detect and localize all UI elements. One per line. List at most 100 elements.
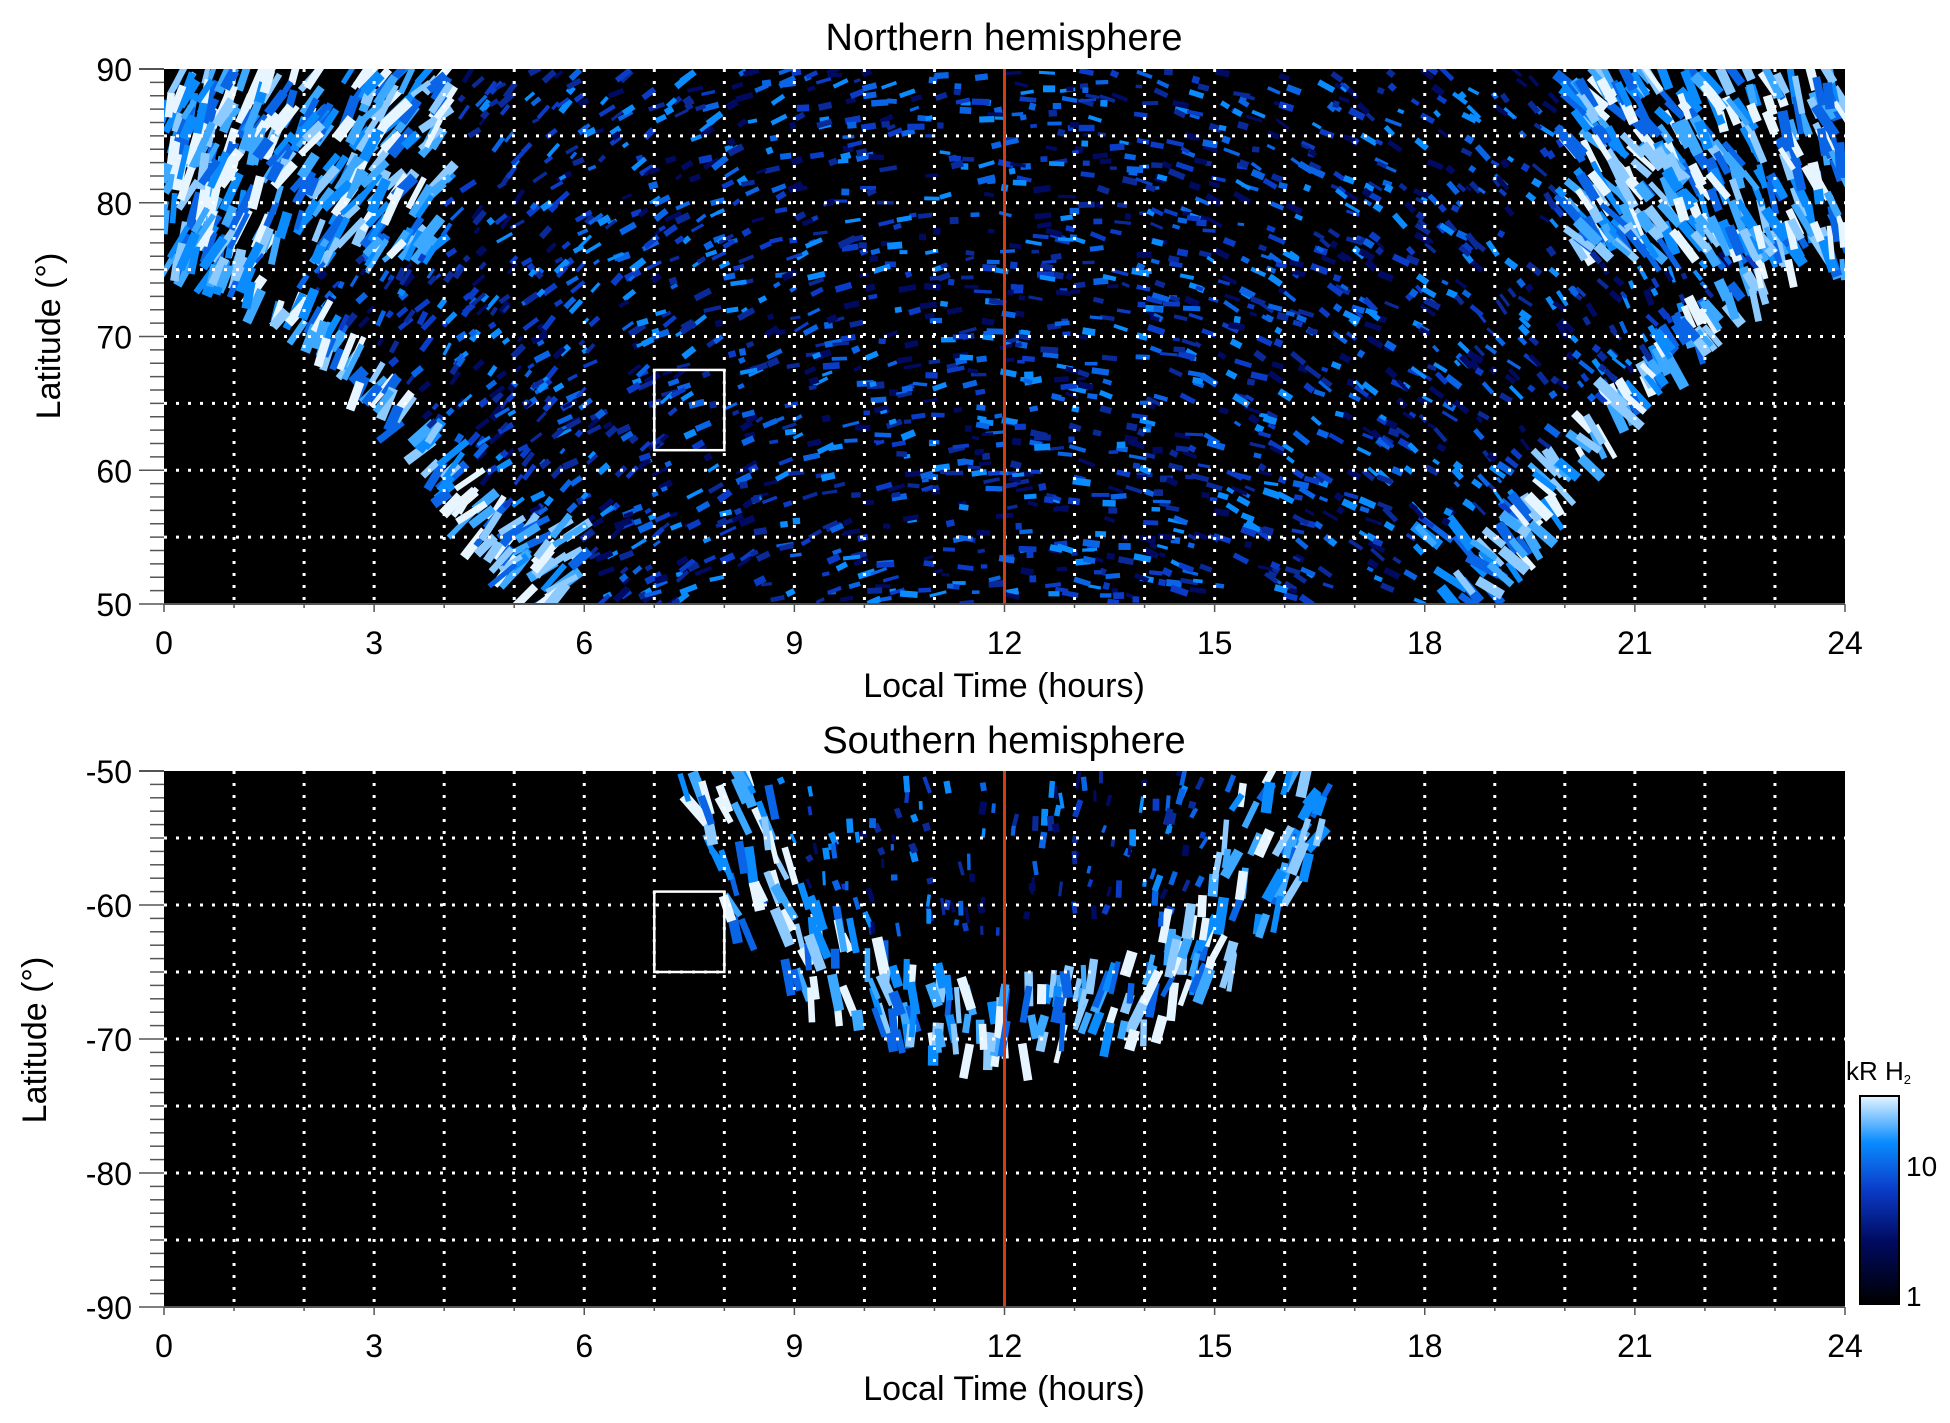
emission-cell: [1258, 244, 1268, 252]
emission-cell: [964, 906, 971, 924]
emission-cell: [1555, 290, 1569, 307]
emission-cell: [1519, 438, 1531, 451]
emission-cell: [815, 77, 832, 85]
emission-cell: [1507, 287, 1517, 299]
emission-cell: [1580, 372, 1590, 383]
emission-cell: [553, 258, 570, 275]
emission-cell: [1528, 74, 1540, 87]
emission-cell: [1663, 270, 1674, 282]
emission-cell: [994, 413, 1003, 419]
emission-cell: [1133, 553, 1152, 563]
emission-cell: [1020, 329, 1031, 336]
emission-cell: [1383, 339, 1397, 352]
emission-cell: [376, 386, 398, 422]
emission-cell: [796, 104, 810, 112]
emission-cell: [694, 420, 712, 432]
emission-cell: [882, 574, 900, 583]
emission-cell: [792, 414, 803, 423]
emission-cell: [873, 404, 890, 414]
emission-cell: [1341, 410, 1353, 422]
emission-cell: [543, 155, 554, 164]
emission-cell: [1387, 427, 1401, 438]
emission-cell: [842, 145, 854, 152]
emission-cell: [1226, 469, 1244, 481]
emission-cell: [497, 92, 515, 109]
emission-cell: [749, 549, 759, 557]
emission-cell: [454, 432, 465, 444]
emission-cell: [953, 986, 962, 1024]
emission-cell: [851, 1009, 865, 1032]
emission-cell: [1278, 73, 1291, 82]
emission-cell: [1304, 364, 1322, 380]
emission-cell: [1165, 795, 1171, 812]
emission-cell: [745, 186, 760, 197]
emission-cell: [697, 794, 715, 826]
emission-cell: [908, 842, 919, 854]
emission-cell: [808, 528, 823, 540]
emission-cell: [1113, 323, 1129, 332]
emission-cell: [1179, 771, 1187, 786]
emission-cell: [408, 183, 435, 219]
emission-cell: [1270, 895, 1284, 934]
emission-cell: [1145, 981, 1160, 1019]
emission-cell: [1619, 131, 1647, 159]
emission-cell: [609, 524, 625, 541]
emission-cell: [738, 917, 758, 952]
emission-cell: [1495, 476, 1503, 484]
emission-cell: [1359, 505, 1370, 514]
emission-cell: [383, 404, 404, 433]
emission-cell: [918, 587, 932, 593]
emission-cell: [674, 235, 685, 245]
emission-cell: [1197, 83, 1210, 92]
emission-cell: [1109, 143, 1125, 152]
emission-cell: [1030, 469, 1042, 474]
emission-cell: [1237, 95, 1247, 105]
emission-cell: [1139, 969, 1163, 1006]
emission-cell: [1619, 290, 1628, 299]
emission-cell: [562, 398, 578, 409]
emission-cell: [745, 340, 755, 349]
emission-cell: [826, 973, 845, 1012]
emission-cell: [1579, 93, 1599, 119]
emission-cell: [1527, 519, 1559, 549]
emission-cell: [1576, 171, 1600, 203]
emission-cell: [1545, 149, 1556, 160]
emission-cell: [705, 110, 724, 127]
emission-cell: [1072, 477, 1091, 487]
emission-cell: [1275, 261, 1287, 269]
emission-cell: [860, 185, 877, 190]
emission-cell: [544, 394, 552, 404]
emission-cell: [1380, 582, 1395, 593]
emission-cell: [1690, 230, 1713, 254]
emission-cell: [533, 350, 552, 364]
emission-cell: [870, 566, 888, 576]
emission-cell: [1713, 277, 1733, 302]
emission-cell: [1276, 491, 1295, 505]
emission-cell: [376, 419, 405, 444]
emission-cell: [792, 432, 804, 440]
emission-cell: [633, 518, 642, 526]
emission-cell: [1523, 491, 1554, 522]
emission-cell: [1383, 520, 1396, 532]
emission-cell: [348, 365, 369, 387]
emission-cell: [1149, 867, 1157, 880]
emission-cell: [1028, 295, 1043, 301]
emission-cell: [958, 900, 964, 916]
emission-cell: [313, 261, 326, 274]
emission-cell: [1284, 566, 1301, 576]
emission-cell: [983, 330, 994, 336]
emission-cell: [1304, 508, 1315, 516]
x-tick-label: 0: [155, 1328, 173, 1364]
emission-cell: [1477, 473, 1491, 488]
emission-cell: [1244, 485, 1256, 493]
emission-cell: [736, 307, 756, 322]
emission-cell: [1172, 527, 1185, 534]
emission-cell: [901, 385, 913, 393]
emission-cell: [968, 873, 976, 883]
emission-cell: [1142, 546, 1160, 560]
emission-cell: [1162, 807, 1174, 826]
x-tick-label: 15: [1197, 625, 1233, 661]
emission-cell: [533, 551, 569, 579]
emission-cell: [872, 263, 891, 274]
